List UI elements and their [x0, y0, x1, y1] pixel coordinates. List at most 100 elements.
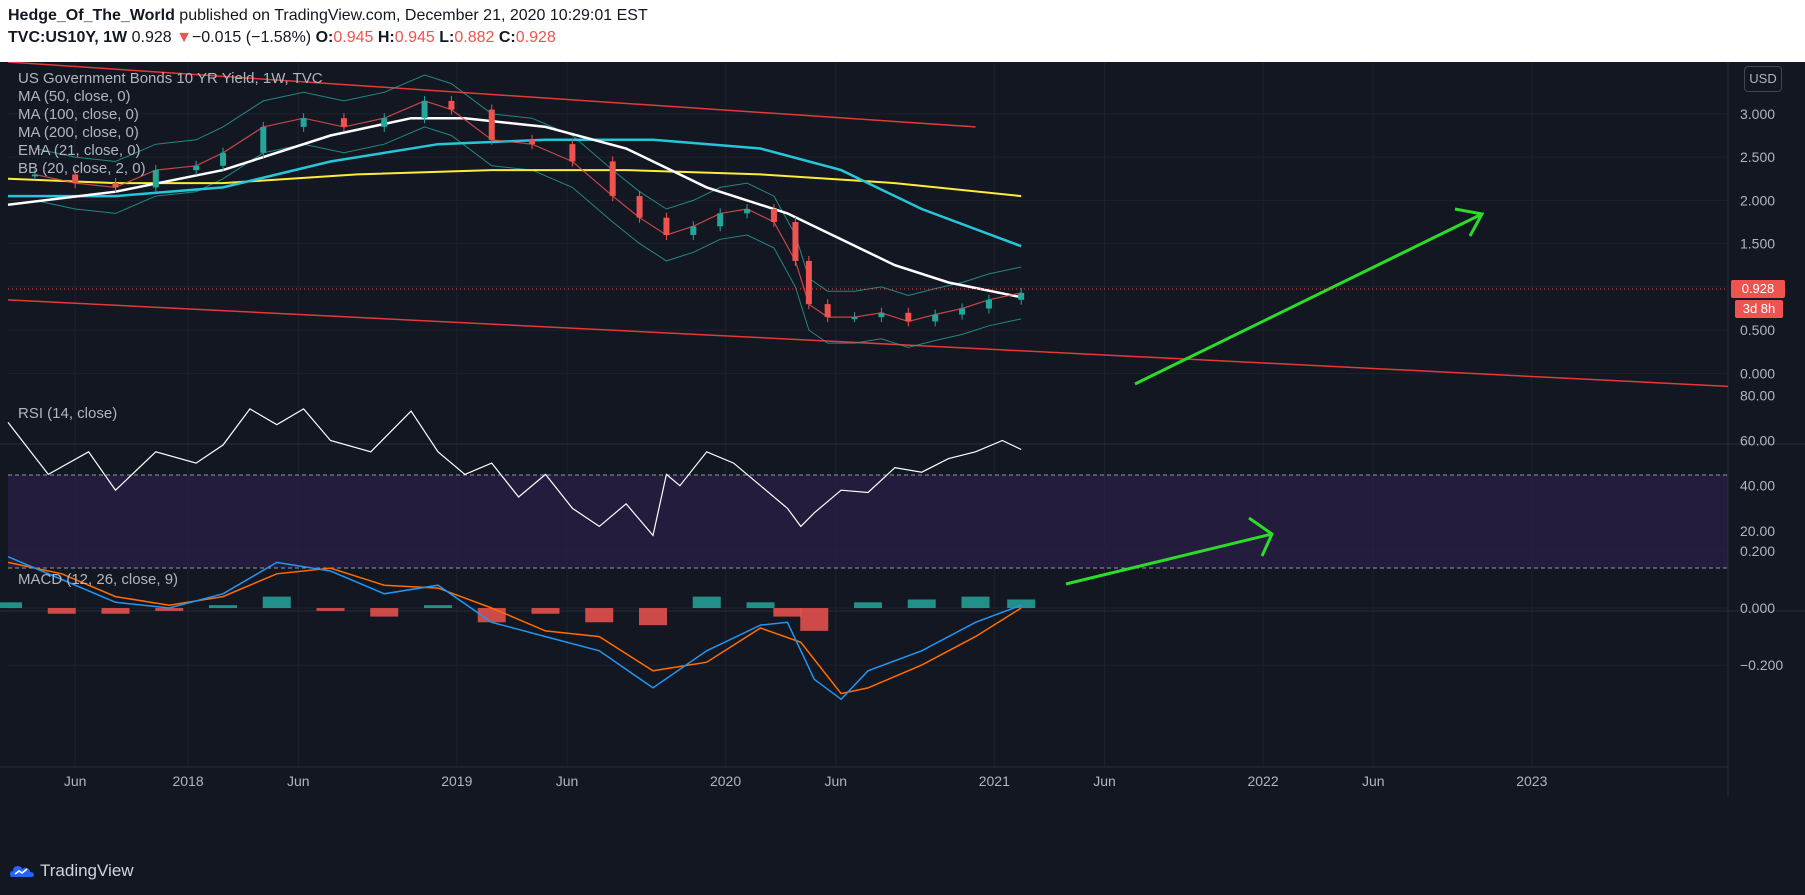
macd-tick-label: −0.200 — [1740, 657, 1783, 673]
close-label: C: — [498, 29, 516, 46]
open-label: O: — [315, 29, 334, 46]
macd-histogram-bar — [155, 608, 184, 611]
candle-body — [72, 174, 79, 184]
author-name[interactable]: Hedge_Of_The_World — [8, 7, 175, 24]
currency-button[interactable]: USD — [1744, 66, 1782, 92]
open-value: 0.945 — [333, 29, 374, 46]
bollinger-lower-band — [34, 126, 1022, 348]
ma100-line — [8, 138, 1022, 248]
legend-bb[interactable]: BB (20, close, 2, 0) — [18, 160, 146, 177]
countdown-marker — [1735, 300, 1783, 318]
ema21-line — [34, 100, 1022, 323]
macd-histogram-bar — [854, 602, 882, 609]
x-tick-label: 2020 — [710, 773, 741, 789]
legend-ema21[interactable]: EMA (21, close, 0) — [18, 142, 141, 159]
candle-body — [260, 126, 267, 153]
candle-body — [529, 139, 536, 145]
publish-info: published on TradingView.com, December 2… — [174, 7, 648, 24]
x-tick-label: 2022 — [1247, 773, 1278, 789]
legend-title[interactable]: US Government Bonds 10 YR Yield, 1W, TVC — [18, 70, 323, 87]
macd-histogram-bar — [907, 599, 936, 609]
candle-body — [824, 304, 831, 318]
macd-histogram-bar — [316, 608, 345, 611]
macd-histogram-bar — [370, 608, 399, 617]
macd-histogram-bar — [1007, 599, 1036, 609]
low-value: 0.882 — [454, 29, 495, 46]
candle-body — [851, 317, 858, 320]
legend-rsi[interactable]: RSI (14, close) — [18, 405, 117, 422]
rsi-tick-label: 80.00 — [1740, 387, 1775, 403]
publish-header: Hedge_Of_The_World published on TradingV… — [0, 0, 1805, 62]
rsi-up-arrow-icon[interactable] — [1065, 516, 1274, 586]
legend-ma50[interactable]: MA (50, close, 0) — [18, 88, 131, 105]
chart-canvas[interactable]: Jun 2018 Jun 2019 Jun 2020 Jun 2021 Jun 2022 Jun 20… — [0, 62, 1805, 847]
rsi-pane[interactable] — [7, 408, 1022, 537]
close-value: 0.928 — [515, 29, 556, 46]
tradingview-cloud-icon — [10, 866, 34, 877]
x-tick-label: Jun — [64, 773, 87, 789]
legend-ma100[interactable]: MA (100, close, 0) — [18, 106, 139, 123]
x-tick-label: Jun — [287, 773, 310, 789]
macd-pane[interactable] — [0, 556, 1036, 701]
x-tick-label: 2021 — [979, 773, 1010, 789]
x-tick-label: Jun — [824, 773, 847, 789]
candle-body — [690, 226, 697, 235]
candle-body — [792, 222, 799, 261]
candle-body — [805, 260, 812, 305]
price-up-arrow-icon[interactable] — [1134, 207, 1485, 386]
rsi-tick-label: 40.00 — [1740, 478, 1775, 494]
low-label: L: — [439, 29, 455, 46]
candle-body — [985, 299, 992, 309]
macd-histogram-bar — [585, 608, 614, 623]
legend-ma200[interactable]: MA (200, close, 0) — [18, 124, 139, 141]
price-tick-label: 0.000 — [1740, 365, 1775, 381]
price-pane[interactable] — [7, 62, 1729, 388]
candle-body — [220, 152, 226, 166]
price-tick-label: 1.500 — [1740, 236, 1775, 252]
candle-body — [636, 196, 643, 218]
last-price-label: 0.928 — [1742, 281, 1775, 296]
macd-histogram-bar — [262, 596, 291, 609]
macd-histogram-bar — [639, 608, 667, 626]
macd-tick-label: 0.200 — [1740, 543, 1775, 559]
lower-channel-trendline — [7, 299, 1729, 388]
ma200-line — [7, 169, 1022, 198]
price-tick-label: 0.500 — [1740, 322, 1775, 338]
x-tick-label: 2018 — [172, 773, 203, 789]
change-arrow-icon: ▼ — [176, 29, 192, 46]
candle-body — [112, 183, 119, 188]
candle-body — [569, 144, 576, 162]
last-price-marker — [1731, 280, 1785, 298]
price-tick-label: 2.000 — [1740, 192, 1775, 208]
legend-macd[interactable]: MACD (12, 26, close, 9) — [18, 571, 178, 588]
symbol-line: TVC:US10Y, 1W 0.928 ▼−0.015 (−1.58%) O:0… — [8, 29, 556, 47]
macd-histogram-bar — [101, 608, 130, 614]
upper-channel-trendline — [7, 62, 976, 128]
candle-body — [340, 118, 347, 127]
last-value: 0.928 — [131, 29, 172, 46]
candle-body — [959, 308, 966, 315]
macd-histogram-bar — [0, 602, 22, 609]
ma50-line — [7, 116, 1022, 299]
candle-body — [905, 312, 912, 322]
x-tick-label: Jun — [1362, 773, 1385, 789]
x-tick-label: Jun — [1093, 773, 1116, 789]
price-tick-label: 3.000 — [1740, 106, 1775, 122]
tradingview-logo[interactable]: TradingView — [10, 861, 134, 881]
candle-body — [1018, 292, 1025, 300]
candle-body — [663, 217, 670, 235]
rsi-tick-label: 60.00 — [1740, 433, 1775, 449]
candle-body — [31, 174, 38, 177]
candle-body — [421, 100, 428, 119]
macd-histogram-bar — [800, 608, 829, 631]
x-tick-label: 2019 — [441, 773, 472, 789]
chart-background — [0, 62, 1805, 847]
brand-name: TradingView — [40, 861, 134, 880]
macd-histogram-bar — [424, 605, 452, 609]
x-tick-label: Jun — [556, 773, 579, 789]
macd-histogram-bar — [692, 596, 721, 609]
macd-line — [7, 556, 1022, 701]
macd-histogram-bar — [961, 596, 990, 609]
macd-histogram-bar — [531, 608, 560, 614]
candle-body — [448, 100, 455, 110]
